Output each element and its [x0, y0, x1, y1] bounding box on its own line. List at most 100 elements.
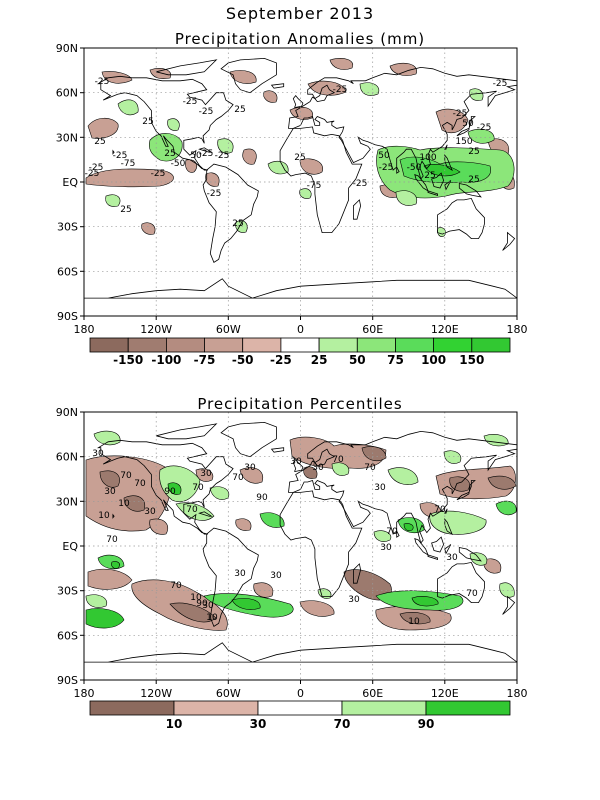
coastline: [84, 278, 517, 299]
lon-tick-label: 180: [507, 687, 528, 700]
coastline: [292, 458, 304, 472]
panel1-lon-axis: 180 120W 60W 0 60E 120E 180: [74, 316, 528, 336]
colorbar-label: -50: [232, 353, 254, 367]
contour-label: 30: [144, 507, 156, 517]
colorbar-label: 10: [166, 717, 183, 731]
colorbar-swatch: [395, 337, 435, 353]
lat-tick-label: 60N: [56, 87, 78, 100]
coastline: [220, 421, 277, 458]
colorbar-swatch: [204, 337, 244, 353]
lon-tick-label: 120W: [140, 323, 172, 336]
lon-tick-label: 0: [297, 687, 304, 700]
contour-label: -25: [151, 169, 166, 179]
coastline: [444, 508, 448, 514]
lon-tick-label: 60E: [362, 687, 383, 700]
coastline: [458, 183, 482, 198]
colorbar-label: 150: [459, 353, 484, 367]
coastline: [353, 563, 362, 584]
colorbar-swatch: [280, 337, 320, 353]
contour-label: 25: [468, 175, 479, 185]
lon-tick-label: 60W: [216, 687, 241, 700]
contour-label: -25: [95, 77, 110, 87]
contour-label: -25: [333, 85, 348, 95]
contour-label: -75: [121, 159, 136, 169]
contour-label: -25: [477, 123, 492, 133]
colorbar-label: 90: [418, 717, 435, 731]
contour-label: -50: [171, 159, 186, 169]
coastline: [96, 75, 234, 171]
coastline: [270, 83, 285, 89]
contour-label: -50: [407, 163, 422, 173]
contour-label: -25: [207, 189, 222, 199]
colorbar-swatch: [471, 337, 511, 353]
contour-label: -25: [199, 149, 214, 159]
colorbar-swatch: [341, 700, 427, 716]
contour-label: -25: [493, 79, 508, 89]
lon-tick-label: 120E: [431, 687, 459, 700]
contour-label: 10: [408, 617, 420, 627]
panel2-wet-areas: [85, 430, 517, 629]
colorbar-label: 30: [250, 717, 267, 731]
colorbar-swatch: [89, 337, 129, 353]
lat-tick-label: 60N: [56, 451, 78, 464]
contour-label: 30: [374, 483, 386, 493]
contour-label: 25: [234, 105, 245, 115]
colorbar-label: -100: [151, 353, 181, 367]
lat-tick-label: 30S: [57, 585, 78, 598]
panel2-lon-axis: 180 120W 60W 0 60E 120E 180: [74, 680, 528, 700]
contour-label: 50: [462, 119, 474, 129]
contour-label: -25: [183, 97, 198, 107]
coastline: [502, 231, 516, 251]
colorbar-swatch: [425, 700, 511, 716]
contour-label: 50: [190, 151, 202, 161]
coastline: [437, 197, 485, 239]
percentile-colorbar-labels: 10 30 70 90: [166, 717, 435, 731]
panel2-lat-axis: 90N 60N 30N EQ 30S 60S 90S: [56, 406, 84, 687]
contour-label: -25: [453, 109, 468, 119]
colorbar-label: 50: [349, 353, 366, 367]
lat-tick-label: 30N: [56, 131, 78, 144]
contour-label: 70: [434, 505, 446, 515]
coastline: [198, 511, 213, 517]
coastline: [427, 190, 438, 196]
coastline: [353, 199, 362, 220]
coastline: [444, 144, 448, 150]
contour-label: 70: [232, 473, 244, 483]
panel1-gridlines: [84, 48, 517, 316]
contour-label: 70: [170, 581, 182, 591]
coastline: [502, 595, 516, 615]
coastline: [279, 126, 363, 233]
panel2-gridlines: [84, 412, 517, 680]
panel2-title: Precipitation Percentiles: [197, 395, 402, 413]
contour-label: 10: [190, 593, 202, 603]
contour-label: 30: [446, 553, 458, 563]
lat-tick-label: 90S: [57, 674, 78, 687]
coastline: [220, 57, 277, 94]
coastline: [396, 530, 400, 538]
coastline: [444, 544, 452, 555]
coastline: [270, 447, 285, 453]
contour-label: 25: [120, 205, 131, 215]
contour-label: 25: [294, 153, 305, 163]
contour-label: 30: [202, 601, 214, 611]
contour-label: 25: [142, 117, 153, 127]
contour-label: 30: [104, 487, 116, 497]
contour-label: 150: [455, 137, 472, 147]
lon-tick-label: 120E: [431, 323, 459, 336]
contour-label: 30: [312, 463, 324, 473]
colorbar-label: -150: [113, 353, 143, 367]
lat-tick-label: 90S: [57, 310, 78, 323]
lat-tick-label: 90N: [56, 42, 78, 55]
contour-label: 10: [118, 499, 130, 509]
coastline: [84, 642, 517, 663]
contour-label: 70: [332, 455, 344, 465]
contour-label: 25: [232, 219, 243, 229]
anomaly-colorbar-labels: -150 -100 -75 -50 -25 25 50 75 100 150: [113, 353, 484, 367]
lon-tick-label: 180: [74, 323, 95, 336]
colorbar-swatch: [242, 337, 282, 353]
contour-label: -25: [85, 169, 100, 179]
lon-tick-label: 180: [507, 323, 528, 336]
contour-label: 70: [466, 589, 478, 599]
